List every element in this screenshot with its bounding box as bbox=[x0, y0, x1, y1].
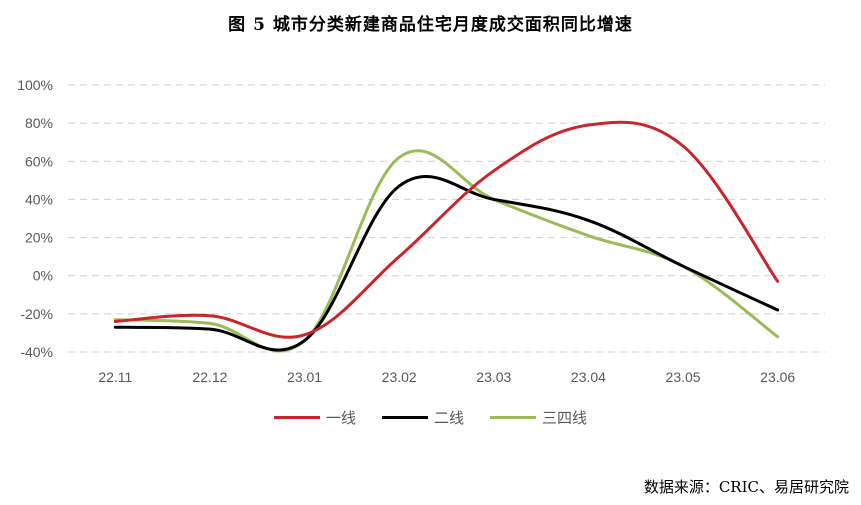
x-tick-label: 22.12 bbox=[192, 369, 227, 385]
legend-label-series-2: 二线 bbox=[433, 409, 464, 427]
x-axis-ticks: 22.11 22.12 23.01 23.02 23.03 23.04 23.05 23.06 bbox=[98, 369, 795, 385]
line-chart: 100% 80% 60% 40% 20% 0% -20% -40% 22.11 22.12 23.… bbox=[17, 77, 825, 385]
series-lines bbox=[113, 120, 780, 353]
legend: 一线 二线 三四线 bbox=[0, 407, 861, 428]
series-line-1 bbox=[113, 120, 780, 339]
y-tick-label: 0% bbox=[33, 268, 53, 284]
y-tick-label: 80% bbox=[25, 115, 53, 131]
x-tick-label: 22.11 bbox=[98, 369, 132, 385]
y-tick-label: 100% bbox=[17, 77, 53, 93]
legend-swatch-series-3 bbox=[490, 416, 536, 419]
x-tick-label: 23.01 bbox=[287, 369, 322, 385]
y-tick-label: -20% bbox=[20, 306, 53, 322]
legend-swatch-series-1 bbox=[273, 416, 320, 419]
y-tick-label: 60% bbox=[25, 153, 53, 169]
x-tick-label: 23.02 bbox=[382, 369, 417, 385]
y-tick-label: -40% bbox=[20, 344, 53, 360]
y-tick-label: 20% bbox=[25, 230, 53, 246]
x-tick-label: 23.05 bbox=[666, 369, 701, 385]
x-tick-label: 23.04 bbox=[571, 369, 606, 385]
x-tick-label: 23.06 bbox=[760, 369, 795, 385]
y-tick-label: 40% bbox=[25, 191, 53, 207]
x-tick-label: 23.03 bbox=[476, 369, 511, 385]
gridlines bbox=[68, 84, 825, 353]
chart-title: 图 5 城市分类新建商品住宅月度成交面积同比增速 bbox=[228, 15, 633, 35]
legend-item-series-3: 三四线 bbox=[490, 407, 587, 428]
legend-swatch-series-2 bbox=[381, 416, 428, 419]
data-source-note: 数据来源：CRIC、易居研究院 bbox=[643, 478, 849, 496]
legend-item-series-1: 一线 bbox=[273, 407, 356, 428]
legend-label-series-3: 三四线 bbox=[542, 409, 588, 427]
series-line-2 bbox=[113, 175, 780, 352]
legend-label-series-1: 一线 bbox=[325, 409, 356, 427]
y-axis-ticks: 100% 80% 60% 40% 20% 0% -20% -40% bbox=[17, 77, 53, 360]
legend-item-series-2: 二线 bbox=[381, 407, 464, 428]
